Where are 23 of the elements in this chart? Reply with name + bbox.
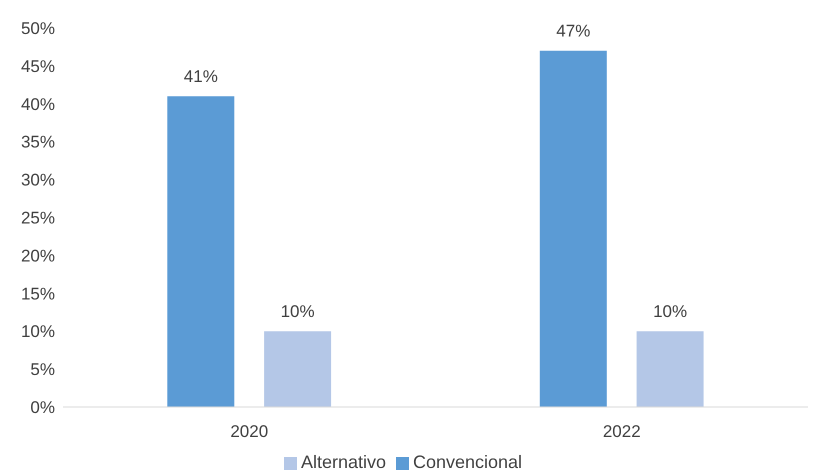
x-tick-label: 2022 bbox=[602, 422, 641, 442]
y-tick-label: 45% bbox=[20, 56, 55, 76]
bar bbox=[167, 96, 234, 407]
x-tick-label: 2020 bbox=[230, 422, 268, 442]
y-tick-label: 50% bbox=[20, 19, 55, 38]
y-tick-label: 35% bbox=[20, 132, 55, 152]
y-tick-label: 15% bbox=[20, 284, 55, 304]
legend-label: Convencional bbox=[412, 452, 522, 472]
data-label: 10% bbox=[280, 302, 315, 322]
data-label: 10% bbox=[653, 302, 688, 322]
y-tick-label: 20% bbox=[20, 246, 55, 266]
bar bbox=[540, 50, 607, 407]
y-tick-label: 30% bbox=[20, 170, 55, 190]
legend-label: Alternativo bbox=[300, 452, 386, 472]
bar bbox=[264, 331, 332, 407]
y-tick-label: 40% bbox=[20, 94, 55, 114]
y-tick-label: 5% bbox=[30, 360, 55, 380]
y-tick-label: 10% bbox=[20, 322, 55, 342]
data-label: 41% bbox=[184, 67, 218, 86]
y-tick-label: 0% bbox=[30, 398, 55, 418]
bar bbox=[636, 331, 704, 407]
y-tick-label: 25% bbox=[20, 208, 55, 228]
data-label: 47% bbox=[556, 22, 590, 41]
